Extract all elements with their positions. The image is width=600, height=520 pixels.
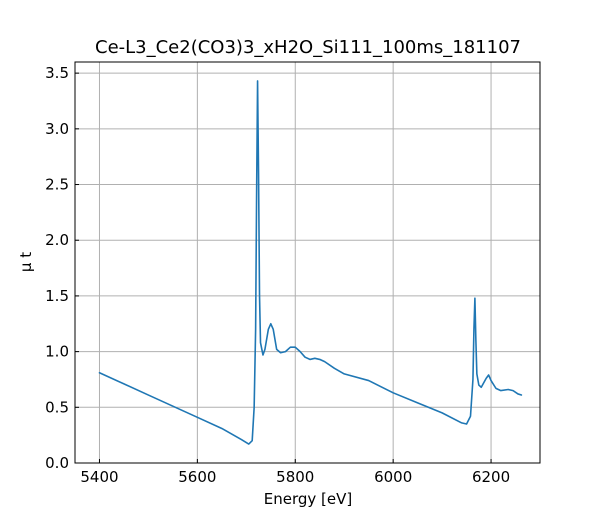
x-tick-label: 5400 (80, 468, 118, 486)
chart-title: Ce-L3_Ce2(CO3)3_xH2O_Si111_100ms_181107 (95, 37, 521, 58)
y-tick-label: 2.5 (45, 176, 69, 194)
y-tick-label: 3.5 (45, 64, 69, 82)
y-tick-label: 1.0 (45, 343, 69, 361)
series-line (98, 80, 523, 445)
x-tick-label: 6200 (472, 468, 510, 486)
y-tick-label: 2.0 (45, 231, 69, 249)
x-tick-label: 5800 (276, 468, 314, 486)
y-axis-ticks: 0.0 0.5 1.0 1.5 2.0 2.5 3.0 3.5 (45, 64, 79, 472)
x-axis-ticks: 5400 5600 5800 6000 6200 (80, 459, 510, 486)
y-tick-label: 0.5 (45, 398, 69, 416)
plot-frame (74, 61, 541, 464)
y-tick-label: 1.5 (45, 287, 69, 305)
y-axis-label: μ t (17, 252, 35, 272)
x-tick-label: 5600 (178, 468, 216, 486)
plot-area: 5400 5600 5800 6000 6200 0.0 0.5 1.0 1.5 2.0 2.5 3… (45, 61, 541, 486)
x-tick-label: 6000 (374, 468, 412, 486)
x-axis-label: Energy [eV] (264, 490, 352, 508)
y-tick-label: 0.0 (45, 454, 69, 472)
series-layer (98, 80, 523, 445)
y-tick-label: 3.0 (45, 120, 69, 138)
